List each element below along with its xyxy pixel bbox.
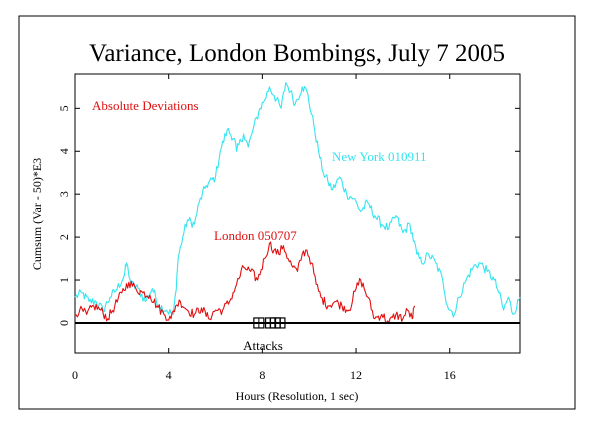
y-axis-ticks: 0 1 2 3 4 5 bbox=[57, 105, 520, 326]
series-line-new-york bbox=[74, 82, 521, 318]
y-tick-label: 4 bbox=[57, 148, 71, 154]
x-tick-label: 0 bbox=[72, 368, 78, 382]
series-line-london bbox=[74, 241, 416, 324]
x-tick-label: 8 bbox=[259, 368, 265, 382]
series-label-london: London 050707 bbox=[214, 228, 297, 243]
x-tick-label: 4 bbox=[166, 368, 172, 382]
y-tick-label: 0 bbox=[57, 320, 71, 326]
y-axis-label: Cumsum (Var - 50)*E3 bbox=[30, 158, 44, 270]
y-tick-label: 1 bbox=[57, 277, 71, 283]
x-tick-label: 16 bbox=[444, 368, 456, 382]
x-axis-ticks: 0 4 8 12 16 bbox=[72, 74, 456, 382]
series-label-new-york: New York 010911 bbox=[332, 149, 427, 164]
attack-markers bbox=[253, 317, 286, 329]
annotation-attacks: Attacks bbox=[243, 338, 283, 353]
attack-marker bbox=[253, 317, 265, 329]
x-axis-label: Hours (Resolution, 1 sec) bbox=[236, 389, 359, 403]
series-layer bbox=[74, 82, 521, 324]
chart-title: Variance, London Bombings, July 7 2005 bbox=[89, 40, 505, 67]
y-tick-label: 3 bbox=[57, 191, 71, 197]
attack-marker bbox=[274, 317, 286, 329]
y-tick-label: 2 bbox=[57, 234, 71, 240]
plot-box bbox=[74, 73, 521, 354]
chart-frame bbox=[18, 15, 576, 410]
x-tick-label: 12 bbox=[350, 368, 362, 382]
y-tick-label: 5 bbox=[57, 105, 71, 111]
annotation-absolute-deviations: Absolute Deviations bbox=[92, 98, 199, 113]
